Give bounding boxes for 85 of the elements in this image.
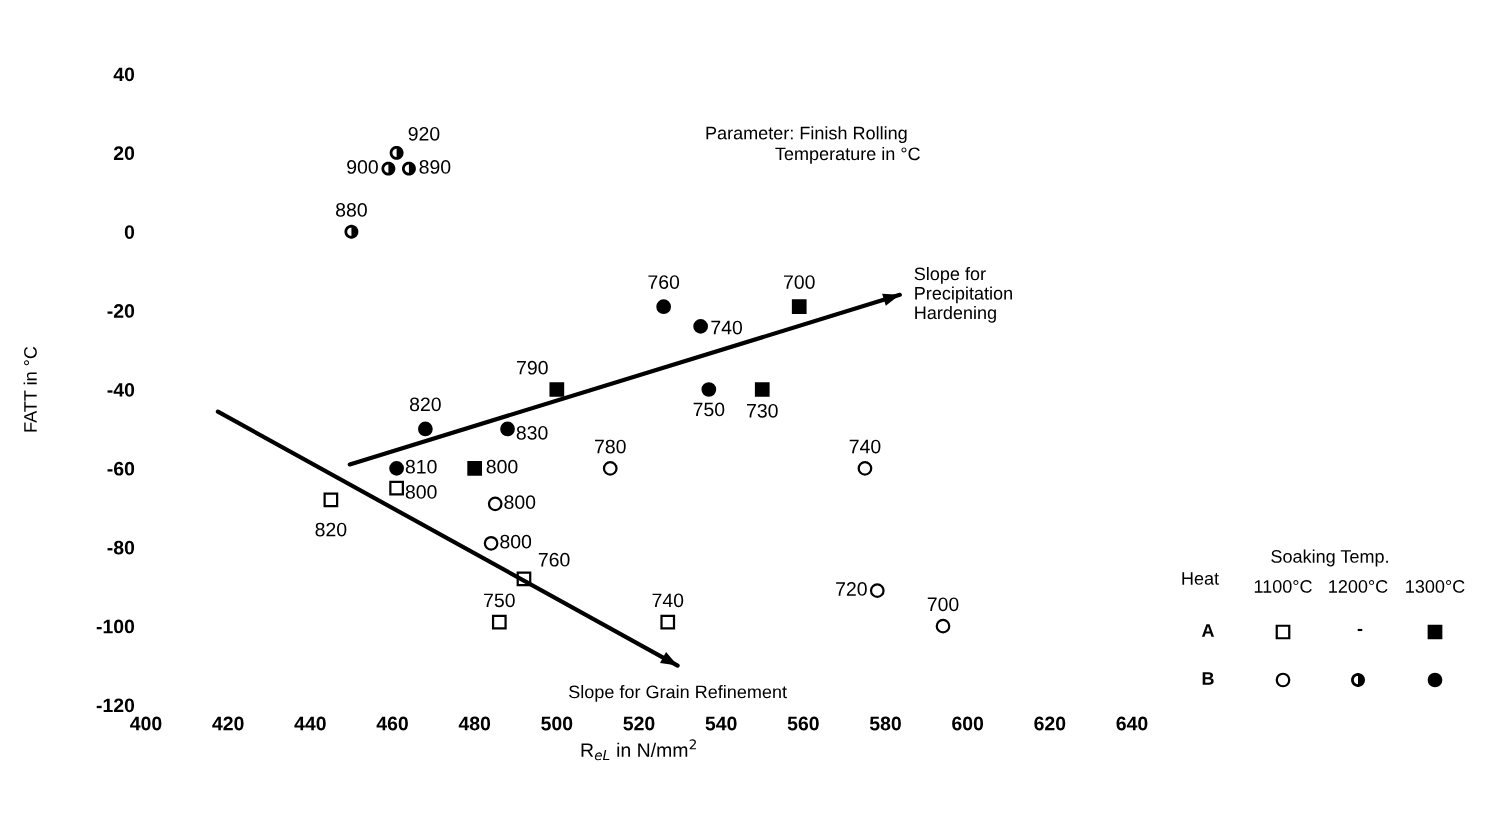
- text: A: [1201, 624, 1215, 637]
- point: [857, 461, 873, 476]
- annotation: 820: [409, 397, 441, 412]
- point: [869, 583, 885, 598]
- y-tick-label: 20: [113, 146, 135, 161]
- y-axis-title: FATT in °C: [23, 346, 37, 432]
- text: 1300°C: [1406, 580, 1465, 593]
- annotation: 750: [484, 593, 515, 608]
- point: [791, 299, 807, 315]
- annotation: 780: [595, 439, 626, 454]
- annotation: 700: [784, 275, 815, 289]
- annotation: 900: [347, 160, 378, 174]
- annotation: 880: [336, 203, 367, 217]
- y-tick-label: -100: [96, 619, 135, 634]
- annotation: Slope for Precipitation Hardening: [914, 266, 1012, 323]
- text: Soaking Temp.: [1271, 549, 1388, 567]
- point: [401, 161, 416, 176]
- annotation: 760: [648, 275, 680, 289]
- x-tick-label: 560: [787, 716, 819, 731]
- annotation: 750: [693, 402, 725, 417]
- x-tick-label: 500: [541, 716, 573, 731]
- x-tick-label: 440: [294, 716, 326, 731]
- point: [418, 421, 433, 437]
- annotation: 720: [836, 582, 867, 596]
- text: Heat: [1182, 572, 1219, 585]
- x-tick-label: 480: [458, 716, 491, 731]
- text: 1200°C: [1329, 580, 1388, 593]
- point: [467, 461, 483, 476]
- annotation: 730: [747, 403, 778, 418]
- point: [487, 496, 503, 512]
- point: [656, 299, 672, 315]
- point: [500, 421, 515, 437]
- point: [344, 224, 359, 239]
- annotation: 920: [408, 126, 440, 141]
- point: [516, 571, 532, 587]
- x-tick-label: 600: [952, 716, 984, 731]
- point: [660, 614, 676, 630]
- text: -: [1357, 628, 1363, 632]
- annotation: 790: [517, 360, 548, 375]
- point: [693, 319, 708, 334]
- annotation: 760: [538, 552, 570, 567]
- y-tick-label: 0: [124, 225, 135, 239]
- x-tick-label: 640: [1116, 716, 1148, 731]
- annotation: Parameter: Finish Rolling Temperature in °C: [706, 126, 920, 164]
- point: [701, 382, 717, 397]
- annotation: 740: [652, 593, 684, 608]
- point: [389, 480, 404, 496]
- y-tick-label: -60: [107, 461, 135, 476]
- point: [549, 382, 565, 397]
- y-tick-label: 40: [113, 67, 135, 82]
- annotation: 810: [405, 459, 437, 474]
- point: [389, 461, 404, 476]
- text: B: [1202, 672, 1214, 685]
- annotation: 830: [516, 425, 548, 440]
- point: [381, 161, 396, 176]
- x-tick-label: 580: [869, 716, 901, 731]
- x-tick-label: 540: [705, 716, 737, 731]
- annotation: 800: [504, 495, 536, 510]
- x-tick-label: 520: [623, 716, 655, 731]
- y-tick-label: -40: [107, 382, 135, 397]
- y-tick-label: -120: [96, 698, 135, 713]
- point: [389, 145, 404, 160]
- x-tick-label: 420: [212, 716, 244, 731]
- annotation: 800: [405, 485, 437, 499]
- x-tick-label: 460: [376, 716, 408, 731]
- point: [483, 535, 499, 551]
- x-tick-label: 400: [130, 716, 162, 731]
- point: [323, 492, 339, 508]
- y-tick-label: -20: [107, 304, 135, 318]
- annotation: 740: [711, 320, 743, 335]
- point: [754, 382, 770, 397]
- x-axis-title: R$_{eL}$ in N/mm$^{2}$: [581, 739, 696, 761]
- y-tick-label: -80: [107, 540, 135, 555]
- point: [491, 614, 507, 630]
- annotation: 740: [849, 439, 881, 454]
- annotation: 800: [486, 459, 518, 474]
- x-tick-label: 620: [1034, 716, 1066, 731]
- annotation: 700: [927, 597, 959, 612]
- point: [602, 461, 618, 476]
- annotation: 890: [419, 160, 451, 174]
- point: [935, 618, 951, 634]
- annotation: 820: [315, 522, 347, 537]
- annotation: 800: [500, 534, 532, 549]
- annotation: Slope for Grain Refinement: [569, 685, 787, 702]
- text: 1100°C: [1254, 580, 1312, 593]
